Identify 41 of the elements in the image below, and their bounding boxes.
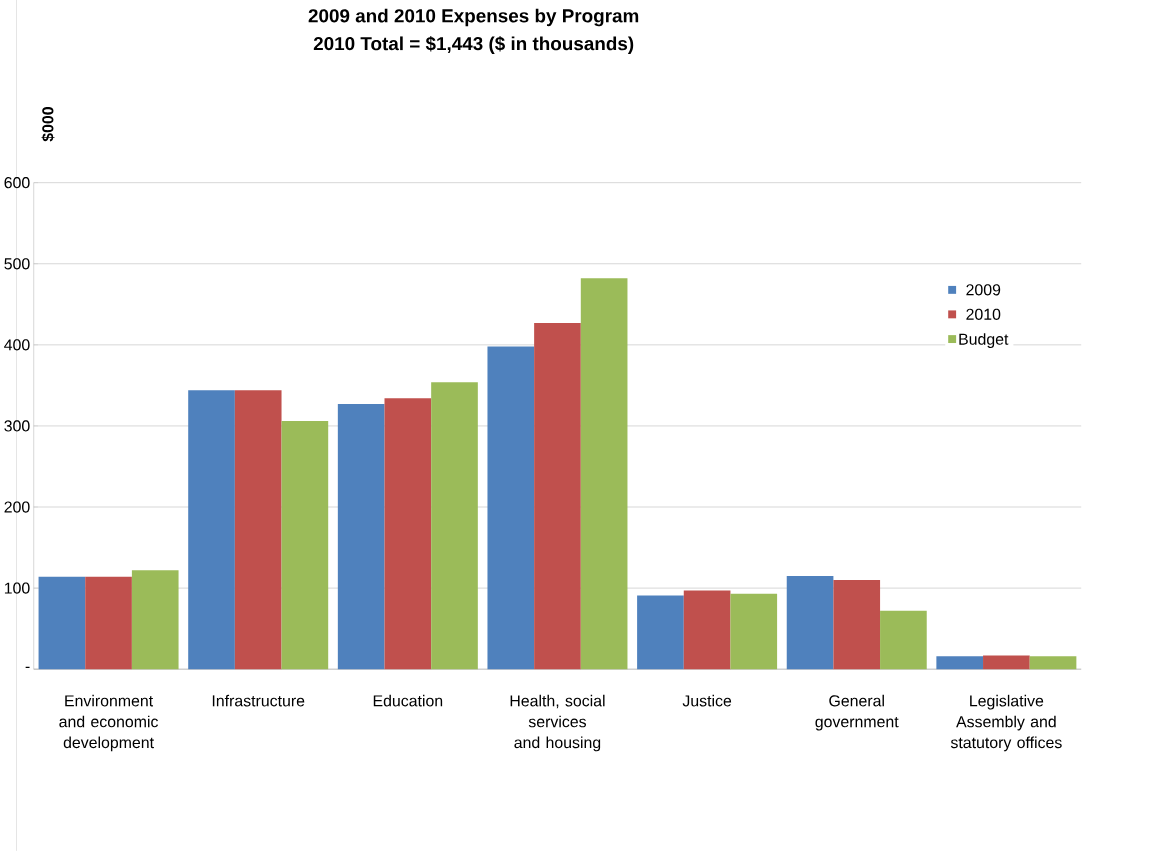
y-tick-label: 300 <box>4 420 30 432</box>
bar <box>683 590 731 670</box>
bar <box>281 421 329 670</box>
y-tick-label: - <box>25 666 30 669</box>
y-axis-title: $000 <box>41 107 55 142</box>
legend-label: 2009 <box>966 284 1001 296</box>
bar <box>487 346 535 670</box>
x-tick-label: Education <box>373 694 443 707</box>
legend-label: 2010 <box>966 308 1001 320</box>
bar <box>637 595 684 670</box>
y-tick-label: 100 <box>4 582 30 594</box>
bar <box>188 390 235 670</box>
bar <box>234 390 282 670</box>
bar <box>534 323 581 670</box>
x-tick-label: Environment and economic development <box>59 694 159 752</box>
x-tick-label: General government <box>815 694 899 731</box>
bar <box>880 610 927 670</box>
y-tick-label: 200 <box>4 501 30 513</box>
y-tick-label: 600 <box>4 177 30 189</box>
y-tick-label: 500 <box>4 258 30 270</box>
x-tick-label: Legislative Assembly and statutory offices <box>950 694 1062 752</box>
x-tick-label: Infrastructure <box>212 694 305 707</box>
bar <box>431 382 478 670</box>
bar <box>786 576 834 670</box>
bar <box>384 398 432 670</box>
bar <box>580 278 628 670</box>
y-tick-label: 400 <box>4 339 30 351</box>
bar <box>85 576 132 670</box>
bar <box>131 570 179 670</box>
legend-label: Budget <box>959 333 1009 349</box>
bar <box>1029 656 1077 670</box>
chart-title: 2009 and 2010 Expenses by Program <box>308 8 639 27</box>
bar <box>38 576 86 670</box>
x-tick-label: Health, social services and housing <box>510 694 605 752</box>
bar <box>983 655 1030 670</box>
bar <box>337 404 385 670</box>
bar <box>833 580 881 670</box>
x-tick-label: Justice <box>682 694 732 707</box>
bar <box>936 656 984 670</box>
chart-subtitle: 2010 Total = $1,443 ($ in thousands) <box>313 36 634 55</box>
bar <box>730 593 778 670</box>
